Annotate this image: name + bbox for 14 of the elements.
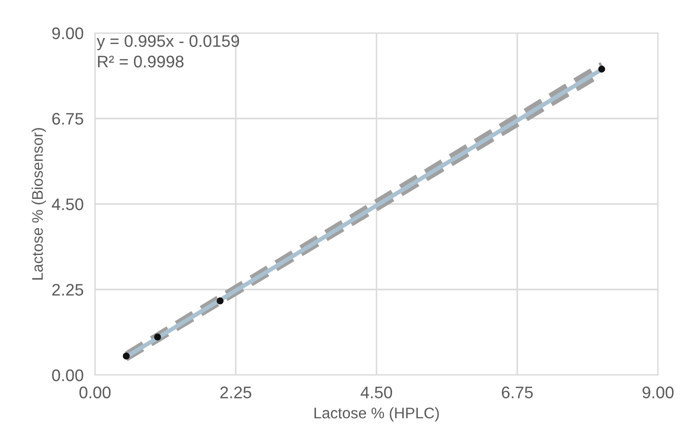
y-tick-label: 2.25	[52, 284, 84, 296]
x-tick-label: 2.25	[220, 386, 252, 398]
y-tick-label: 9.00	[52, 27, 84, 40]
annotation: R² = 0.9998	[98, 56, 184, 68]
annotation: y = 0.995x - 0.0159	[96, 35, 240, 50]
x-tick-label: 9.00	[642, 386, 674, 398]
y-tick-label: 4.50	[52, 198, 84, 210]
y-axis-title: Lactose % (Biosensor)	[32, 128, 46, 280]
x-axis-title: Lactose % (HPLC)	[314, 407, 439, 422]
x-tick-label: 4.50	[360, 386, 392, 398]
x-tick-label: 6.75	[502, 386, 533, 398]
x-tick-label: 0.00	[79, 386, 111, 398]
y-tick-label: 0.00	[52, 369, 84, 382]
y-tick-label: 6.75	[52, 112, 84, 125]
